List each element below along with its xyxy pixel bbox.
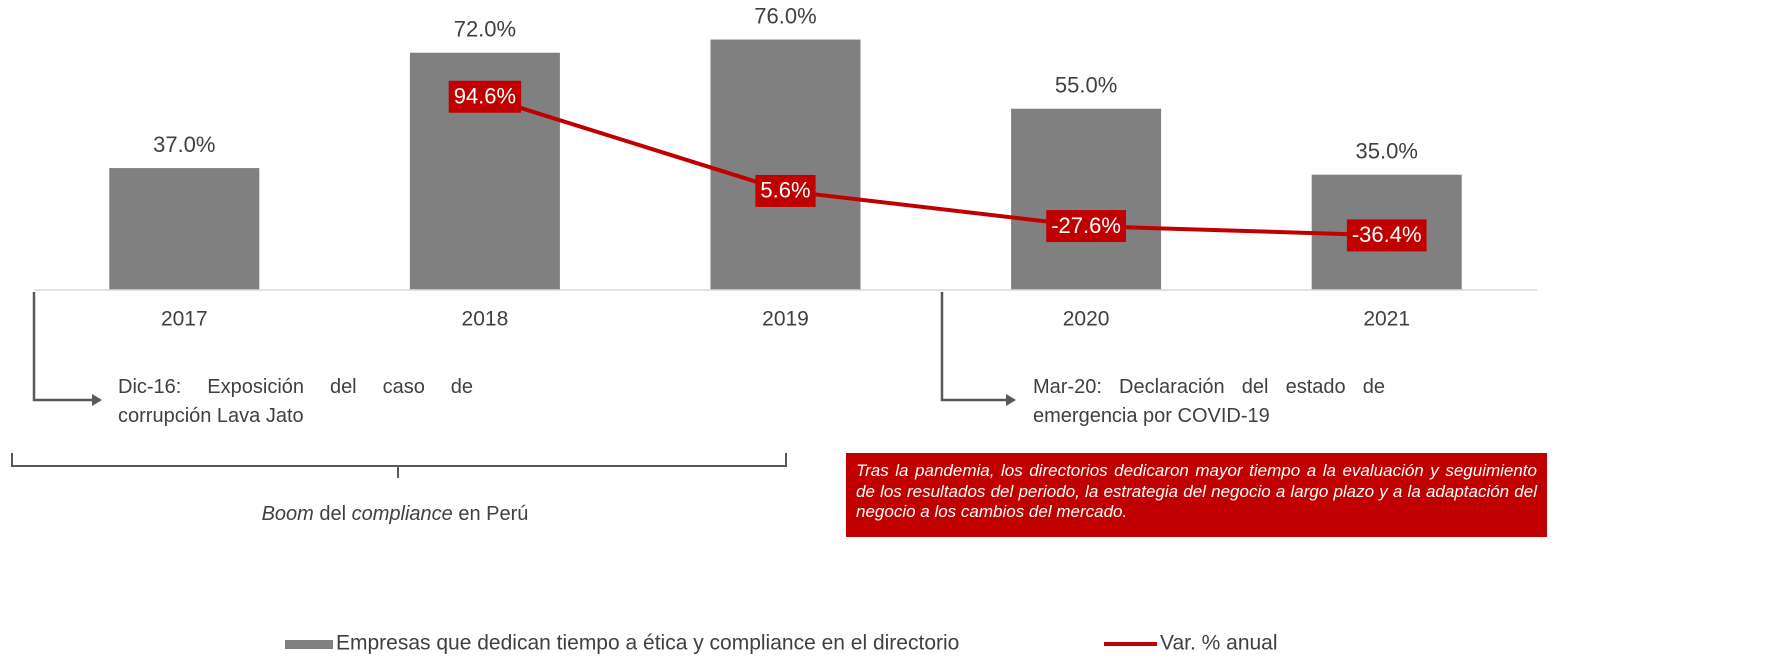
annotation-part: en Perú — [452, 503, 529, 525]
bar — [1011, 108, 1162, 290]
bar-label: 37.0% — [153, 132, 215, 157]
x-tick-label: 2020 — [1063, 308, 1110, 331]
arrow-head — [92, 394, 102, 406]
line-label-box — [755, 174, 816, 207]
annotation-arrows — [11, 292, 1016, 478]
arrow-head — [1006, 394, 1016, 406]
annotation: Boom del compliance en Perú — [95, 503, 695, 526]
bar-label: 76.0% — [754, 3, 816, 28]
annotation: Mar-20: Declaración del estado de emerge… — [1033, 376, 1385, 427]
x-tick-label: 2019 — [762, 308, 809, 331]
bar-label: 35.0% — [1356, 138, 1418, 163]
bar — [710, 39, 861, 290]
annotation-part: compliance — [351, 503, 453, 525]
note: Tras la pandemia, los directorios dedica… — [846, 453, 1547, 537]
bar-label: 55.0% — [1055, 73, 1117, 98]
x-tick-label: 2018 — [462, 308, 509, 331]
x-tick-label: 2021 — [1363, 308, 1410, 331]
annotation-part: Boom — [261, 503, 314, 525]
line-label-box — [1346, 219, 1427, 252]
bar — [109, 168, 260, 290]
line — [484, 94, 1387, 238]
arrow-left — [32, 292, 92, 402]
line-label-box — [1046, 210, 1126, 243]
line-label: -36.4% — [1352, 222, 1422, 247]
annotation: Dic-16: Exposición del caso de corrupció… — [118, 376, 473, 427]
arrow-right — [940, 292, 1006, 402]
line-label: 94.6% — [454, 84, 516, 109]
legend-label: Var. % anual — [1160, 632, 1278, 655]
line-label: 5.6% — [760, 178, 810, 203]
annotation-part: del — [313, 503, 352, 525]
line-label: -27.6% — [1051, 213, 1121, 238]
legend-label: Empresas que dedican tiempo a ética y co… — [336, 632, 959, 655]
line-label-box — [448, 80, 522, 113]
legend-swatch — [285, 640, 333, 649]
bracket — [11, 453, 787, 478]
bar-label: 72.0% — [454, 17, 516, 42]
x-tick-label: 2017 — [161, 308, 208, 331]
